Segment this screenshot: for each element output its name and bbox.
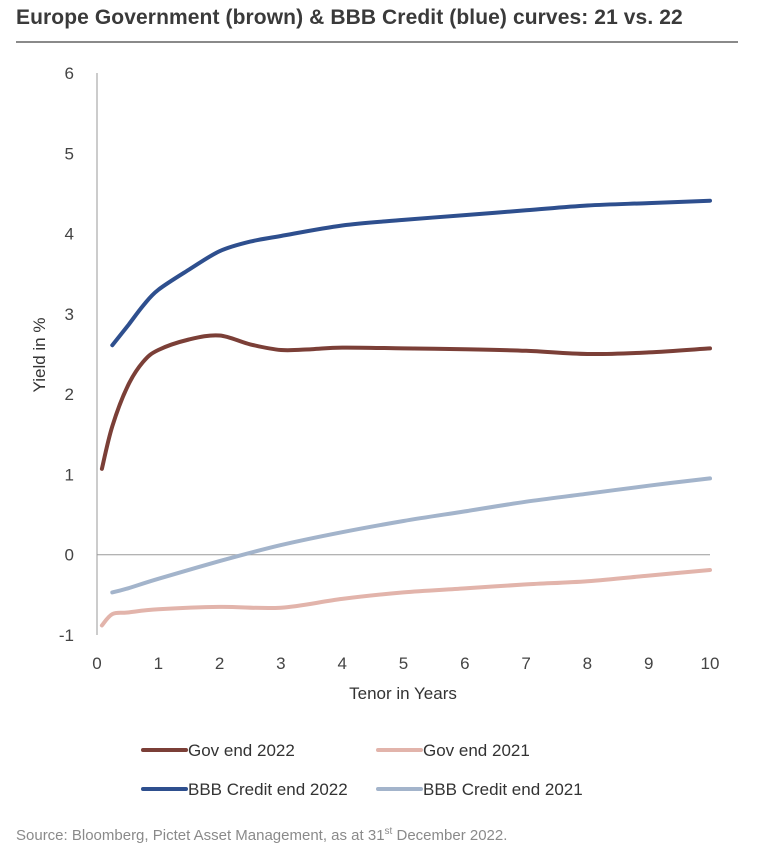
y-tick-label: 1 — [65, 465, 74, 484]
x-tick-label: 4 — [337, 654, 346, 673]
source-suffix: December 2022. — [392, 827, 508, 844]
y-tick-label: 5 — [65, 144, 74, 163]
series-lines — [99, 198, 712, 628]
y-tick-label: 4 — [65, 225, 74, 244]
x-tick-label: 3 — [276, 654, 285, 673]
x-tick-label: 10 — [701, 654, 720, 673]
legend-label-gov-end-2022: Gov end 2022 — [188, 741, 295, 760]
x-tick-label: 2 — [215, 654, 224, 673]
y-axis-title: Yield in % — [30, 318, 49, 393]
x-tick-label: 8 — [583, 654, 592, 673]
x-tick-label: 7 — [521, 654, 530, 673]
source-note: Source: Bloomberg, Pictet Asset Manageme… — [16, 826, 507, 844]
axes: -1 0 1 2 3 4 5 6 0 1 2 3 4 5 6 7 8 9 10 — [59, 64, 720, 673]
y-tick-label: -1 — [59, 626, 74, 645]
x-tick-label: 1 — [154, 654, 163, 673]
source-prefix: Source: Bloomberg, Pictet Asset Manageme… — [16, 827, 385, 844]
x-axis-title: Tenor in Years — [349, 684, 457, 703]
y-tick-label: 0 — [65, 546, 74, 565]
title-divider — [16, 41, 738, 43]
legend-label-gov-end-2021: Gov end 2021 — [423, 741, 530, 760]
x-tick-label: 0 — [92, 654, 101, 673]
x-tick-label: 5 — [399, 654, 408, 673]
y-tick-label: 6 — [65, 64, 74, 83]
legend: Gov end 2022 Gov end 2021 BBB Credit end 2… — [141, 741, 583, 799]
x-tick-label: 9 — [644, 654, 653, 673]
legend-label-bbb-credit-end-2021: BBB Credit end 2021 — [423, 780, 583, 799]
series-line-gov-end-2022 — [99, 333, 712, 471]
legend-label-bbb-credit-end-2022: BBB Credit end 2022 — [188, 780, 348, 799]
x-tick-label: 6 — [460, 654, 469, 673]
chart-title: Europe Government (brown) & BBB Credit (… — [16, 6, 683, 29]
series-line-bbb-credit-end-2022 — [110, 198, 712, 348]
series-line-bbb-credit-end-2021 — [110, 476, 712, 595]
y-tick-label: 3 — [65, 305, 74, 324]
series-line-gov-end-2021 — [99, 568, 712, 628]
source-superscript: st — [384, 826, 393, 837]
y-tick-label: 2 — [65, 385, 74, 404]
